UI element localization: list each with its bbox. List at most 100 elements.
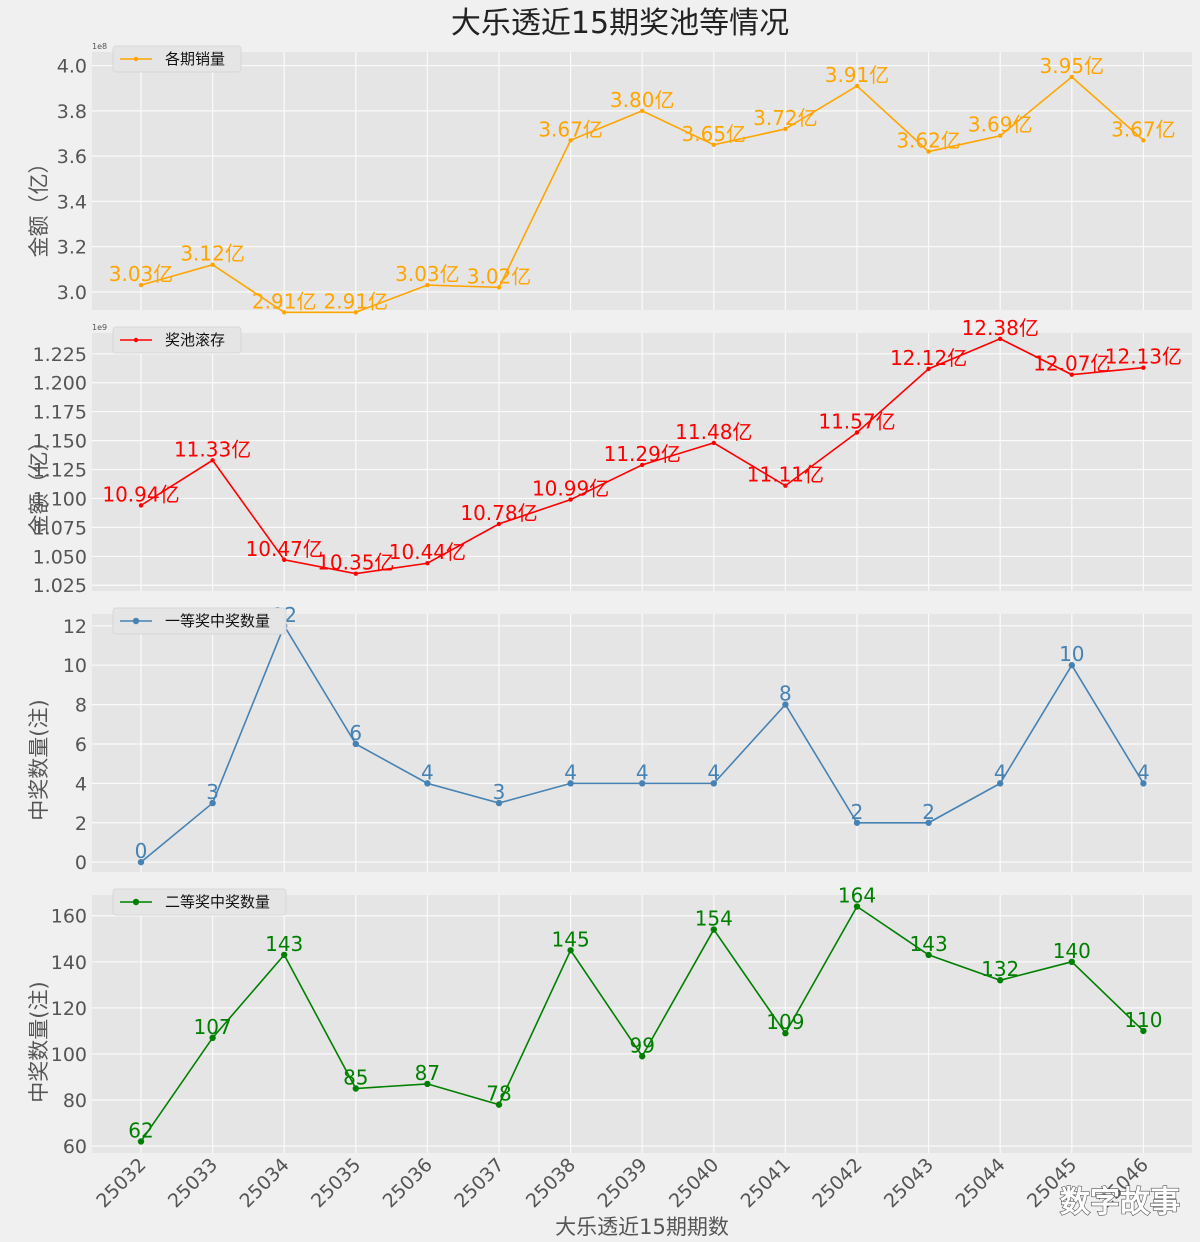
data-label: 164 — [838, 884, 876, 908]
data-point — [282, 557, 287, 562]
y-tick-label: 3.2 — [57, 237, 87, 259]
data-point — [997, 780, 1004, 787]
data-point — [424, 1080, 431, 1088]
data-label: 11.29亿 — [604, 442, 681, 466]
y-tick-label: 4 — [75, 773, 87, 795]
legend-marker — [132, 898, 140, 906]
data-label: 11.11亿 — [747, 463, 824, 487]
y-tick-label: 10 — [63, 655, 87, 677]
y-tick-label: 3.6 — [57, 146, 87, 168]
data-point — [210, 262, 215, 267]
y-tick-label: 120 — [51, 998, 87, 1020]
y-tick-label: 60 — [63, 1136, 87, 1158]
y-tick-label: 1.175 — [33, 402, 87, 424]
y-axis-label: 金额（亿） — [27, 431, 51, 536]
y-tick-label: 2 — [75, 813, 87, 835]
data-point — [926, 149, 931, 154]
data-label: 154 — [695, 907, 733, 931]
data-point — [783, 483, 788, 488]
data-label: 6 — [349, 721, 362, 745]
data-point — [925, 951, 932, 959]
legend: 二等奖中奖数量 — [112, 888, 287, 916]
data-label: 4 — [421, 760, 434, 784]
data-point — [138, 282, 144, 288]
data-label: 4 — [1137, 760, 1150, 784]
data-label: 2.91亿 — [324, 289, 389, 313]
y-scale-label: 1e9 — [92, 323, 107, 332]
x-tick-label: 25032 — [92, 1154, 150, 1212]
x-tick-label: 25036 — [379, 1154, 437, 1212]
y-tick-label: 3.8 — [57, 101, 87, 123]
data-point — [209, 1034, 216, 1042]
data-label: 3.91亿 — [825, 63, 890, 87]
y-tick-label: 3.4 — [57, 191, 87, 213]
data-point — [425, 282, 430, 288]
data-point — [352, 740, 359, 748]
data-point — [424, 780, 431, 787]
y-tick-label: 1.150 — [33, 431, 87, 453]
y-tick-label: 8 — [75, 695, 87, 717]
data-label: 145 — [552, 927, 590, 951]
data-point — [1069, 372, 1075, 377]
y-tick-label: 1.075 — [33, 517, 87, 539]
data-point — [640, 108, 645, 114]
data-label: 4 — [707, 760, 720, 784]
panel-4: 60 80 100 120 140 160 中奖数量(注) 62 107 143 85 87 78 145… — [27, 884, 1192, 1158]
data-point — [209, 799, 216, 807]
data-point — [353, 310, 358, 315]
panel-1: 3.03.23.43.63.84.01e8金额（亿）3.03亿3.12亿2.91… — [27, 42, 1192, 315]
data-point — [1140, 1027, 1147, 1035]
data-point — [567, 947, 574, 954]
y-tick-label: 1.025 — [33, 575, 87, 597]
data-label: 12.13亿 — [1105, 345, 1182, 369]
chart-title: 大乐透近15期奖池等情况 — [451, 6, 789, 41]
data-point — [782, 1030, 789, 1037]
y-tick-label: 1.225 — [33, 344, 87, 366]
data-label: 10.99亿 — [532, 477, 609, 501]
data-label: 62 — [128, 1118, 153, 1142]
legend-label: 二等奖中奖数量 — [165, 893, 270, 911]
legend-box — [112, 607, 287, 635]
data-label: 2.91亿 — [252, 289, 317, 313]
data-point — [1141, 138, 1146, 143]
y-axis-label: 金额（亿） — [27, 153, 51, 258]
data-point — [495, 1101, 503, 1108]
data-label: 3.62亿 — [896, 129, 961, 153]
y-tick-label: 6 — [75, 734, 87, 756]
data-label: 10 — [1059, 642, 1084, 666]
data-label: 12.38亿 — [962, 316, 1039, 340]
legend-label: 奖池滚存 — [165, 331, 225, 349]
x-axis-label: 大乐透近15期期数 — [555, 1215, 729, 1239]
y-scale-label: 1e8 — [92, 42, 107, 51]
legend: 奖池滚存 — [112, 326, 242, 354]
legend-box — [112, 45, 242, 73]
panel-2: 1.025 1.050 1.075 1.100 1.125 1.150 1.175 1.200… — [27, 316, 1192, 597]
data-point — [998, 133, 1003, 138]
data-label: 78 — [486, 1082, 511, 1106]
data-label: 143 — [910, 932, 948, 956]
y-axis-label: 中奖数量(注) — [27, 699, 51, 820]
legend-box — [112, 888, 287, 916]
data-point — [1140, 780, 1147, 787]
data-label: 4 — [636, 760, 649, 784]
data-point — [496, 285, 502, 290]
data-point — [138, 503, 144, 508]
y-tick-label: 1.200 — [33, 373, 87, 395]
data-point — [853, 903, 861, 910]
data-point — [926, 366, 931, 372]
data-label: 99 — [629, 1033, 654, 1057]
data-label: 2 — [851, 800, 864, 824]
x-tick-label: 25037 — [450, 1154, 508, 1212]
data-label: 3.95亿 — [1040, 54, 1105, 78]
y-tick-label: 1.125 — [33, 460, 87, 482]
data-point — [282, 310, 287, 315]
data-point — [782, 701, 789, 708]
data-label: 3.03亿 — [109, 262, 174, 286]
data-point — [639, 780, 646, 787]
x-tick-label: 25042 — [808, 1154, 866, 1212]
y-tick-label: 100 — [51, 1044, 87, 1066]
data-label: 11.57亿 — [818, 409, 895, 433]
data-label: 3.12亿 — [180, 242, 245, 266]
data-label: 0 — [135, 839, 148, 863]
